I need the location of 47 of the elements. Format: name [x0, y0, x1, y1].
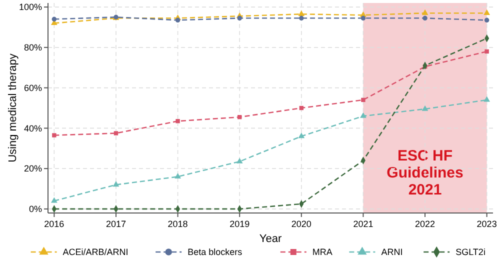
- point: [112, 181, 120, 187]
- y-tick-label: 20%: [24, 164, 42, 174]
- point: [484, 96, 490, 102]
- point: [237, 16, 242, 21]
- x-tick-label: 2016: [44, 219, 64, 229]
- point: [114, 131, 118, 136]
- point: [360, 112, 366, 118]
- x-axis-title: Year: [259, 233, 282, 245]
- point: [299, 16, 304, 21]
- point: [175, 18, 180, 23]
- x-tick-label: 2019: [230, 219, 250, 229]
- y-tick-label: 0%: [28, 204, 42, 214]
- point: [52, 16, 57, 22]
- point: [484, 9, 490, 15]
- y-axis-title: Using medical therapy: [7, 53, 19, 162]
- point: [52, 133, 56, 138]
- point: [361, 98, 366, 102]
- point: [422, 9, 428, 15]
- x-tick-label: 2022: [415, 219, 436, 229]
- x-tick-label: 2017: [106, 219, 126, 229]
- point: [298, 10, 305, 16]
- y-tick-label: 60%: [24, 82, 42, 93]
- point: [174, 172, 181, 178]
- legend-label: SGLT2i: [456, 247, 486, 257]
- point: [176, 119, 180, 124]
- x-tick-label: 2018: [168, 219, 188, 229]
- x-tick-label: 2023: [476, 219, 497, 229]
- legend-label: ACEi/ARB/ARNI: [62, 247, 128, 257]
- y-tick-label: 40%: [24, 123, 42, 134]
- point: [299, 106, 304, 110]
- x-tick-label: 2020: [291, 219, 312, 229]
- point: [422, 105, 428, 111]
- point: [484, 18, 490, 23]
- y-tick-label: 80%: [24, 42, 42, 53]
- point: [236, 158, 243, 164]
- point: [360, 16, 366, 21]
- band-label: ESC HF Guidelines 2021: [386, 148, 464, 198]
- point: [298, 132, 305, 138]
- point: [237, 114, 242, 120]
- legend-label: ARNI: [381, 247, 403, 257]
- point: [50, 197, 58, 203]
- point: [422, 16, 428, 21]
- legend-label: Beta blockers: [188, 247, 243, 257]
- legend-label: MRA: [312, 247, 332, 257]
- y-tick-label: 100%: [18, 2, 42, 12]
- x-tick-label: 2021: [353, 219, 374, 229]
- point: [484, 49, 489, 54]
